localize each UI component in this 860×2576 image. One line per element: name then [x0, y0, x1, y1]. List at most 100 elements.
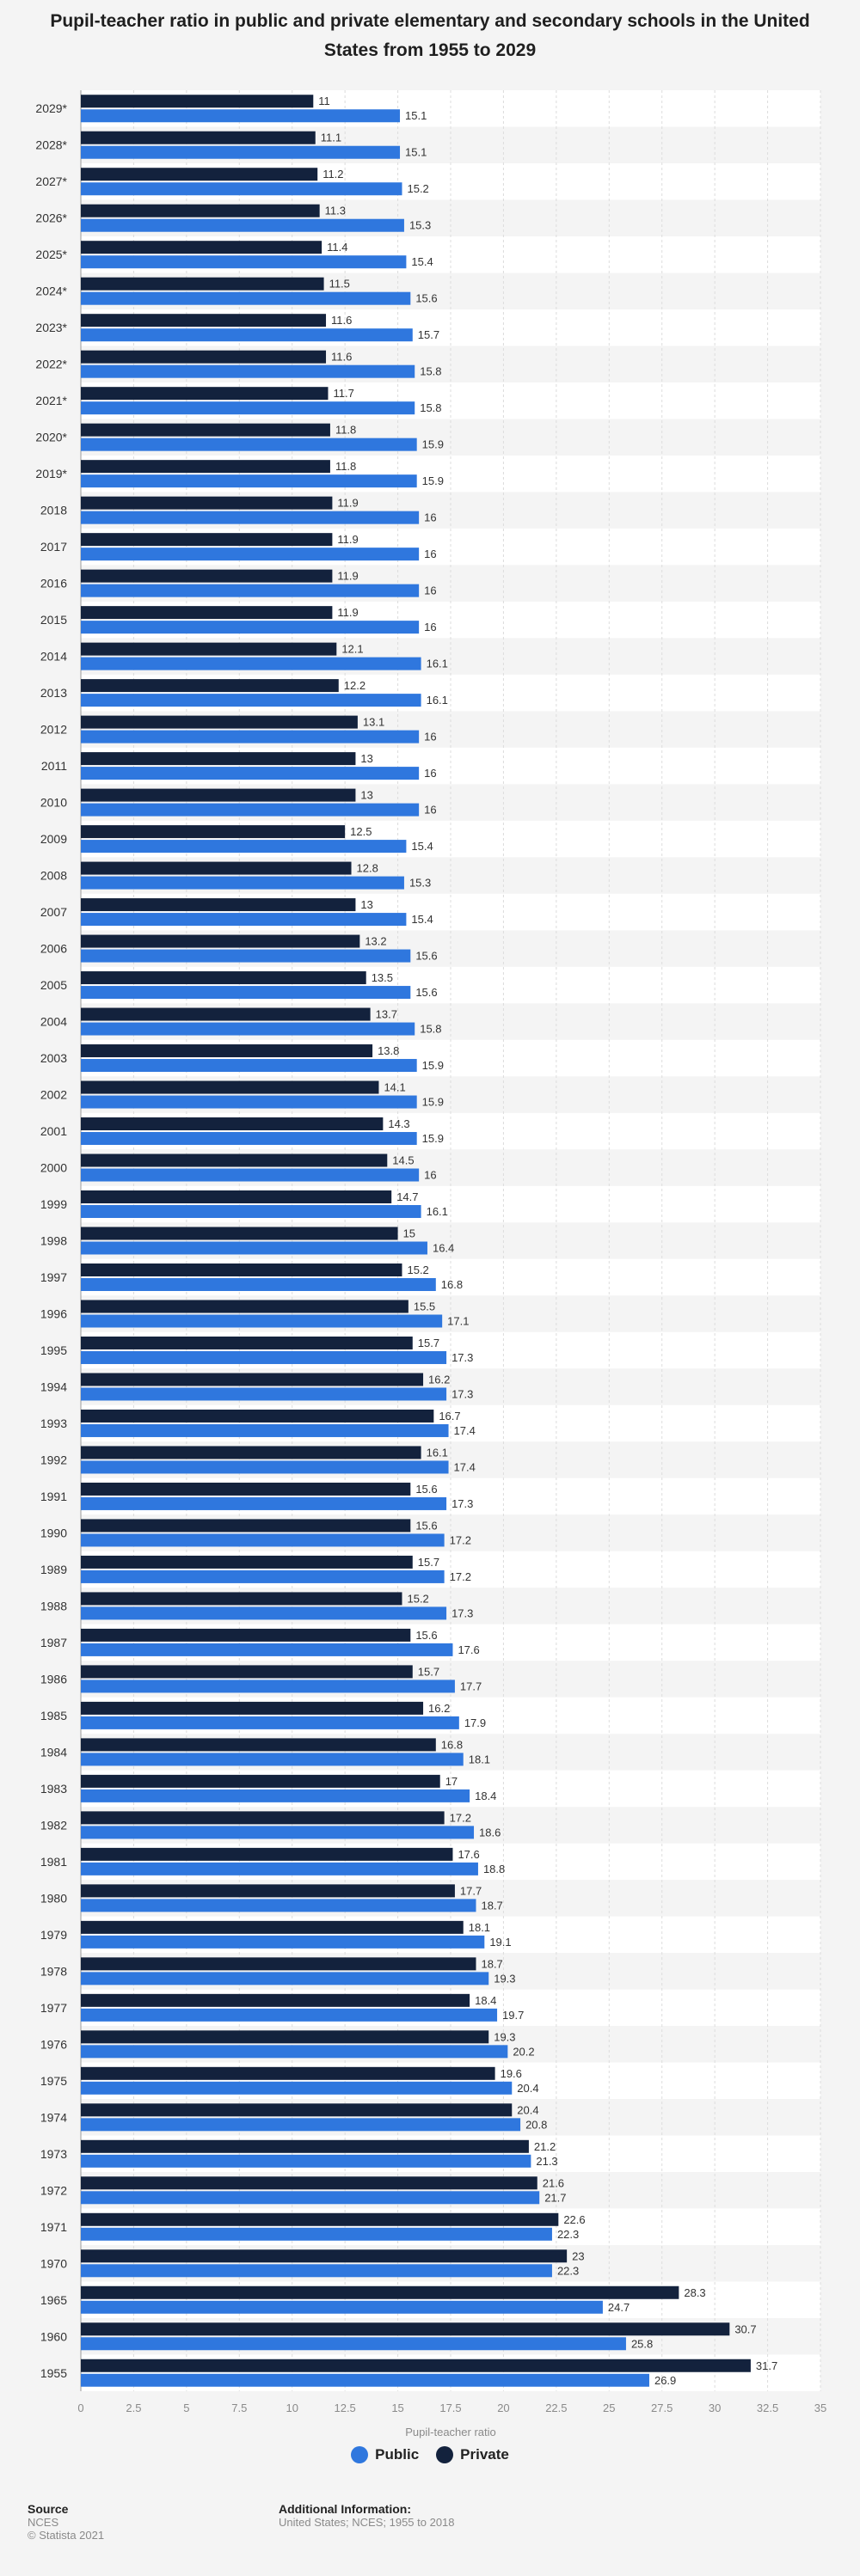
y-category-label: 2000 — [40, 1161, 67, 1175]
legend-private-marker — [436, 2446, 454, 2463]
bar-public — [81, 291, 411, 305]
bar-private — [81, 2139, 529, 2153]
data-label-public: 17.4 — [454, 1424, 476, 1437]
bar-public — [81, 767, 420, 780]
data-label-private: 15.6 — [415, 1629, 437, 1642]
data-label-public: 17.6 — [458, 1643, 479, 1656]
additional-info-block: Additional Information: United States; N… — [279, 2503, 455, 2530]
bar-public — [81, 1314, 443, 1328]
chart-legend: Public Private — [0, 2446, 860, 2463]
bar-public — [81, 474, 417, 488]
data-label-private: 11.9 — [337, 570, 358, 583]
data-label-public: 15.4 — [411, 840, 433, 853]
x-tick-label: 12.5 — [334, 2402, 355, 2414]
bar-private — [81, 1920, 464, 1934]
bar-private — [81, 1811, 445, 1825]
x-tick-label: 17.5 — [439, 2402, 461, 2414]
data-label-private: 15.7 — [418, 1556, 439, 1569]
bar-private — [81, 1080, 379, 1094]
y-category-label: 1984 — [40, 1745, 67, 1759]
bar-public — [81, 109, 401, 123]
data-label-public: 15.4 — [411, 913, 433, 926]
y-category-label: 1974 — [40, 2110, 67, 2124]
data-label-private: 19.3 — [494, 2030, 515, 2043]
bar-public — [81, 364, 415, 378]
bar-public — [81, 1095, 417, 1109]
x-tick-label: 27.5 — [651, 2402, 673, 2414]
bar-public — [81, 182, 402, 196]
bar-public — [81, 1022, 415, 1036]
data-label-private: 12.1 — [341, 643, 363, 656]
bar-private — [81, 2030, 489, 2044]
legend-item-private[interactable]: Private — [436, 2446, 509, 2463]
y-category-label: 1970 — [40, 2256, 67, 2270]
data-label-private: 16.2 — [428, 1702, 450, 1715]
y-category-label: 1960 — [40, 2329, 67, 2343]
data-label-private: 23 — [572, 2249, 584, 2262]
bar-private — [81, 642, 337, 656]
bar-public — [81, 2227, 552, 2241]
data-label-public: 15.3 — [409, 877, 431, 890]
bar-public — [81, 913, 407, 927]
bar-private — [81, 1153, 388, 1167]
copyright-text: © Statista 2021 — [28, 2529, 105, 2542]
y-category-label: 2009 — [40, 832, 67, 846]
data-label-public: 15.4 — [411, 255, 433, 268]
data-label-private: 11.6 — [331, 351, 352, 364]
data-label-public: 15.8 — [420, 1023, 441, 1036]
bar-public — [81, 621, 420, 634]
bar-private — [81, 1446, 421, 1459]
bar-public — [81, 1643, 453, 1656]
data-label-public: 15.9 — [422, 438, 444, 451]
bar-public — [81, 1533, 445, 1547]
data-label-public: 17.1 — [447, 1314, 469, 1327]
data-label-public: 20.2 — [513, 2045, 534, 2058]
bar-public — [81, 1205, 421, 1219]
data-label-public: 16 — [424, 511, 436, 524]
data-label-public: 18.6 — [479, 1826, 501, 1839]
bar-public — [81, 1606, 447, 1620]
bar-private — [81, 1884, 455, 1898]
legend-item-public[interactable]: Public — [351, 2446, 419, 2463]
y-category-label: 2021* — [35, 394, 67, 407]
data-label-public: 16 — [424, 1169, 436, 1182]
data-label-public: 15.8 — [420, 401, 441, 414]
y-category-label: 1993 — [40, 1416, 67, 1430]
bar-private — [81, 1190, 392, 1204]
y-category-label: 2006 — [40, 942, 67, 956]
y-category-label: 2022* — [35, 358, 67, 371]
data-label-private: 17.6 — [458, 1848, 479, 1861]
data-label-public: 15.1 — [405, 146, 427, 159]
y-category-label: 1983 — [40, 1782, 67, 1796]
bar-private — [81, 95, 314, 108]
bar-private — [81, 1373, 424, 1386]
bar-private — [81, 241, 322, 254]
data-label-public: 17.9 — [464, 1716, 486, 1729]
bar-public — [81, 2191, 540, 2205]
data-label-public: 17.7 — [460, 1680, 482, 1692]
data-label-private: 13.1 — [363, 716, 384, 729]
bar-private — [81, 2176, 538, 2190]
bar-public — [81, 730, 420, 743]
bar-private — [81, 277, 324, 291]
x-tick-label: 22.5 — [545, 2402, 567, 2414]
data-label-public: 17.3 — [452, 1606, 473, 1619]
data-label-public: 20.8 — [525, 2118, 547, 2131]
data-label-private: 14.5 — [392, 1154, 414, 1167]
y-category-label: 2012 — [40, 723, 67, 737]
bar-public — [81, 803, 420, 817]
data-label-public: 15.9 — [422, 1059, 444, 1072]
data-label-private: 16.8 — [441, 1738, 463, 1751]
data-label-public: 16 — [424, 767, 436, 780]
y-category-label: 2003 — [40, 1051, 67, 1065]
data-label-public: 16.1 — [427, 694, 448, 707]
bar-private — [81, 1519, 411, 1533]
data-label-private: 11.1 — [321, 132, 341, 144]
data-label-private: 15.7 — [418, 1337, 439, 1349]
data-label-public: 15.2 — [407, 182, 428, 195]
bar-private — [81, 131, 316, 144]
y-category-label: 1994 — [40, 1380, 67, 1393]
y-category-label: 2007 — [40, 905, 67, 919]
data-label-public: 18.7 — [481, 1899, 502, 1912]
